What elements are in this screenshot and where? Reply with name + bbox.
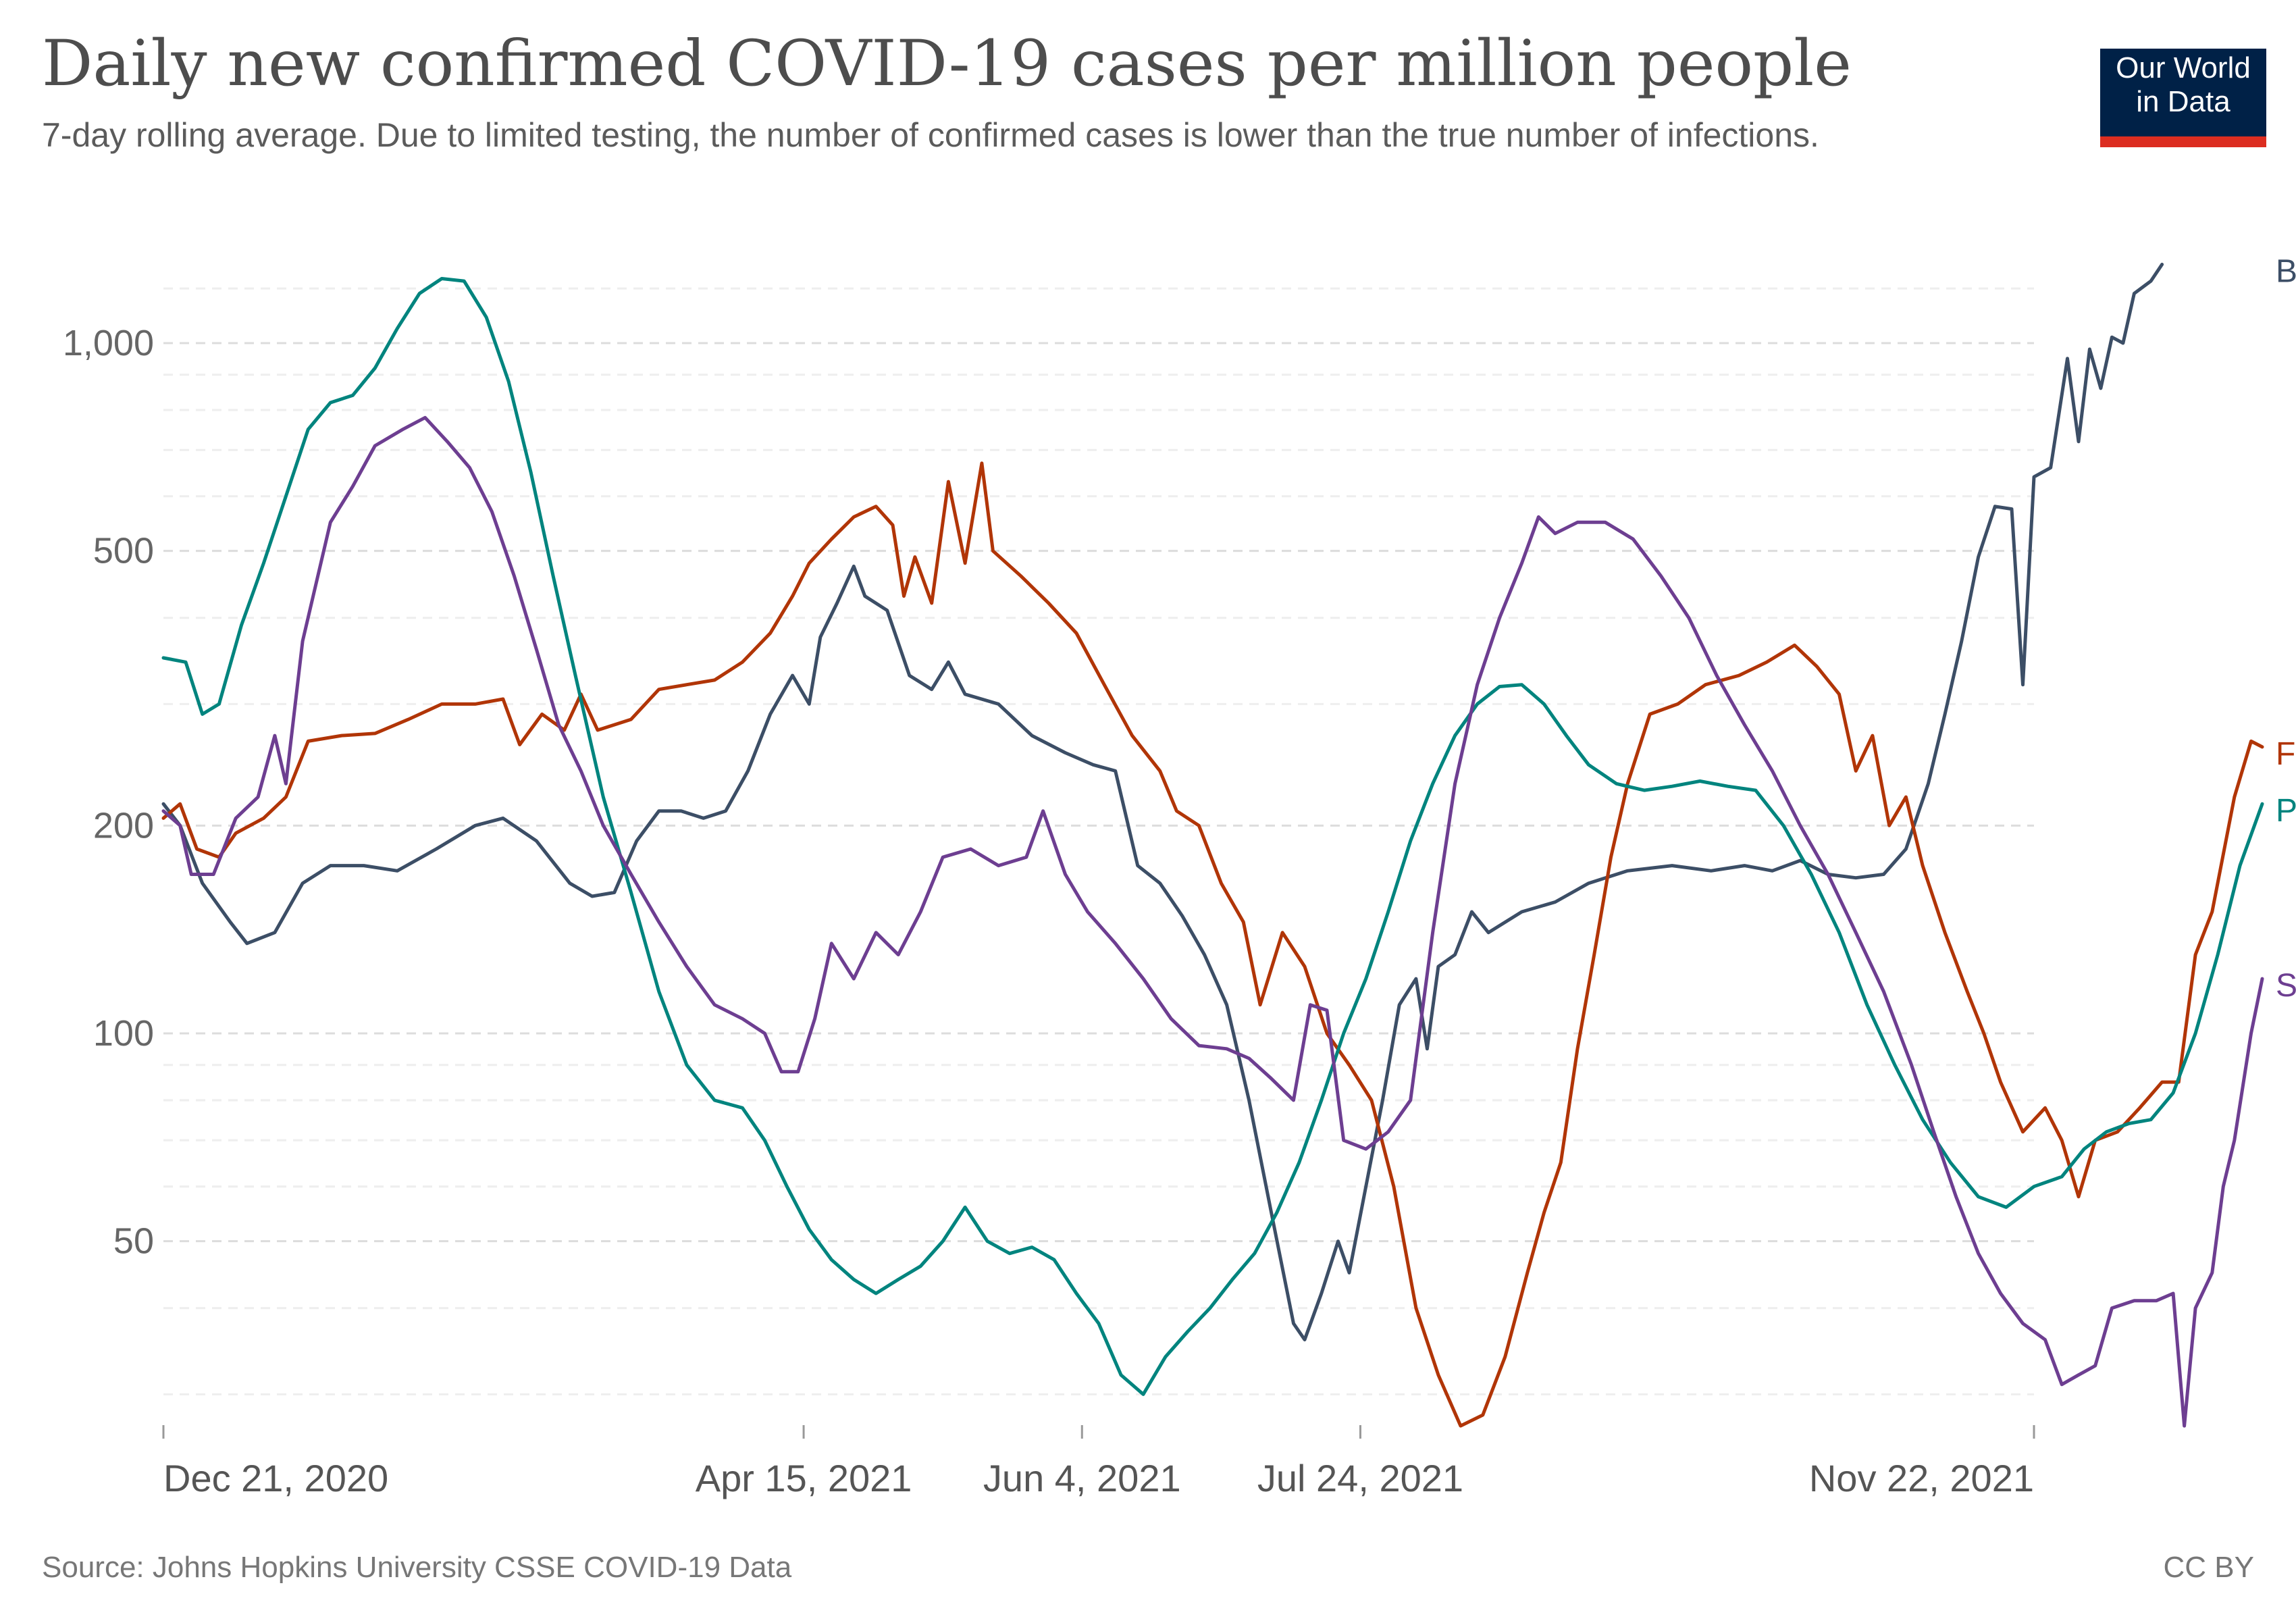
y-tick-label: 50 [113,1221,154,1262]
chart-title: Daily new confirmed COVID-19 cases per m… [42,27,1852,101]
series-line-belgium[interactable] [161,263,2164,1341]
x-axis: Dec 21, 2020 Apr 15, 2021 Jun 4, 2021 Jul 2… [162,1425,2035,1499]
x-tick-label: Dec 21, 2020 [163,1457,388,1499]
series-labels: Belgium France Portugal Spain [2276,254,2296,1004]
y-tick-label: 100 [93,1013,154,1054]
series-line-portugal[interactable] [161,277,2264,1396]
owid-logo[interactable]: Our World in Data [2100,49,2266,147]
series-line-spain[interactable] [161,415,2264,1428]
series-label-portugal: Portugal [2276,793,2296,829]
series-line-france[interactable] [161,461,2264,1428]
series-label-belgium: Belgium [2276,254,2296,290]
y-tick-label: 1,000 [63,323,154,363]
series-label-spain: Spain [2276,968,2296,1004]
x-tick-label: Nov 22, 2021 [1809,1457,2034,1499]
source-note[interactable]: Source: Johns Hopkins University CSSE CO… [42,1551,792,1584]
logo-line-1: Our World [2116,51,2251,84]
grid-lines [163,287,2034,1395]
logo-line-2: in Data [2136,85,2230,118]
series-lines [161,263,2264,1428]
x-tick-label: Jul 24, 2021 [1257,1457,1463,1499]
x-tick-label: Apr 15, 2021 [696,1457,912,1499]
x-tick-label: Jun 4, 2021 [983,1457,1181,1499]
chart-subtitle: 7-day rolling average. Due to limited te… [42,116,1819,154]
y-axis: 50 100 200 500 1,000 [63,323,154,1262]
series-label-france: France [2276,736,2296,772]
y-tick-label: 500 [93,531,154,571]
y-tick-label: 200 [93,805,154,846]
license-note[interactable]: CC BY [2163,1551,2254,1584]
